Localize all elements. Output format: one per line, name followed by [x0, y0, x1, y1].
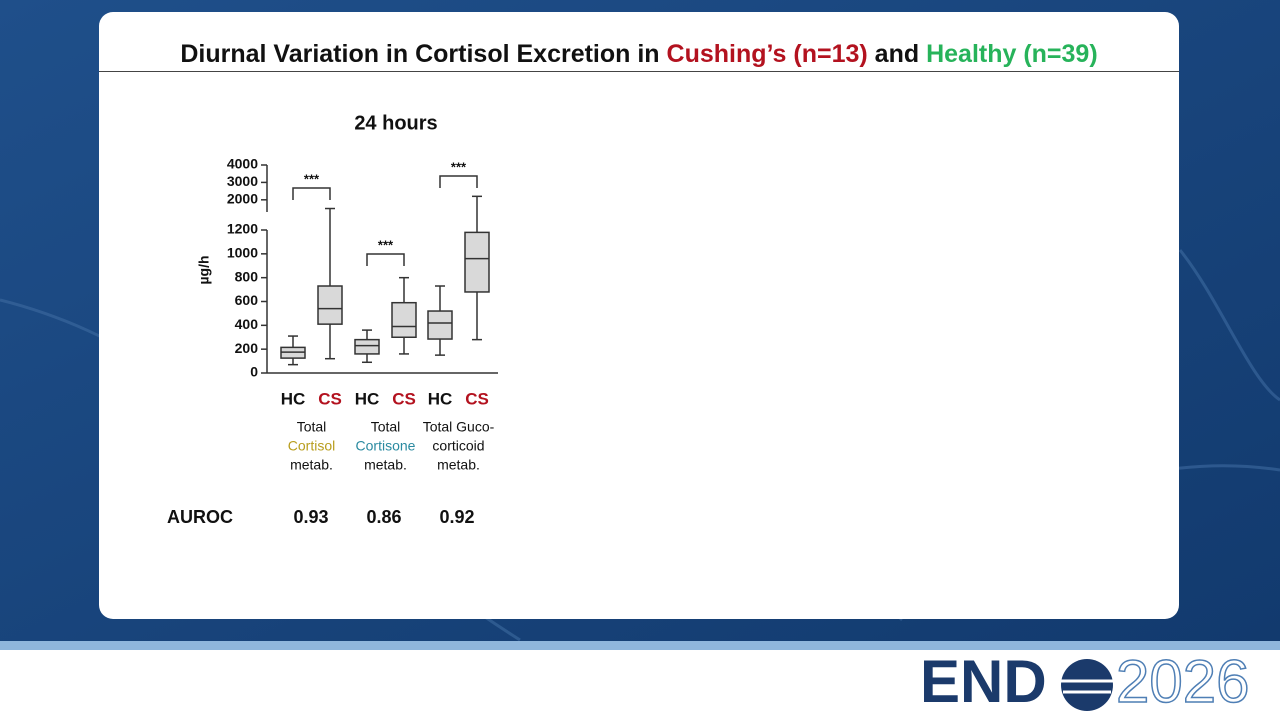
- category-label: CS: [392, 389, 416, 408]
- significance-label: ***: [378, 237, 394, 252]
- chart-title: 24 hours: [354, 112, 437, 134]
- significance-bracket: [292, 187, 331, 200]
- group-label: Total: [297, 419, 327, 435]
- group-label: Cortisol: [288, 438, 335, 454]
- category-label: HC: [428, 389, 453, 408]
- y-tick-label: 1200: [227, 221, 258, 237]
- y-tick-label: 3000: [227, 173, 258, 189]
- slide-card: Diurnal Variation in Cortisol Excretion …: [99, 12, 1179, 619]
- logo-globe: [1061, 659, 1113, 711]
- group-label: metab.: [290, 457, 333, 473]
- box: [427, 310, 453, 340]
- title-cushing: Cushing’s (n=13): [666, 40, 868, 68]
- box: [391, 301, 417, 339]
- box: [317, 285, 343, 325]
- y-tick-label: 200: [235, 340, 259, 356]
- group-label: metab.: [437, 457, 480, 473]
- group-label: Total: [371, 419, 401, 435]
- box: [354, 338, 380, 355]
- y-tick-label: 4000: [227, 156, 258, 172]
- title-rule: [99, 71, 1179, 72]
- category-label: CS: [465, 389, 489, 408]
- slide-title: Diurnal Variation in Cortisol Excretion …: [99, 40, 1179, 69]
- auroc-value: 0.93: [293, 507, 328, 527]
- y-tick-label: 600: [235, 292, 259, 308]
- auroc-label: AUROC: [167, 507, 233, 527]
- title-healthy: Healthy (n=39): [926, 40, 1098, 68]
- logo-globe-lines: [1061, 679, 1113, 694]
- auroc-value: 0.92: [439, 507, 474, 527]
- group-label: corticoid: [432, 438, 484, 454]
- significance-label: ***: [451, 159, 467, 174]
- title-text: Diurnal Variation in Cortisol Excretion …: [180, 40, 660, 68]
- group-label: metab.: [364, 457, 407, 473]
- y-tick-label: 1000: [227, 245, 258, 261]
- y-axis-label: µg/h: [196, 255, 212, 284]
- significance-bracket: [439, 175, 478, 188]
- group-label: Total Guco-: [423, 419, 495, 435]
- logo-word: END: [920, 648, 1047, 715]
- category-label: HC: [355, 389, 380, 408]
- auroc-value: 0.86: [366, 507, 401, 527]
- category-label: CS: [318, 389, 342, 408]
- title-text: and: [874, 40, 920, 68]
- significance-bracket: [366, 253, 405, 266]
- y-tick-label: 2000: [227, 191, 258, 207]
- significance-label: ***: [304, 171, 320, 186]
- y-tick-label: 800: [235, 268, 259, 284]
- box: [464, 231, 490, 293]
- y-tick-label: 0: [250, 364, 258, 380]
- logo-year: 2026: [1116, 648, 1249, 715]
- y-tick-label: 400: [235, 316, 259, 332]
- group-label: Cortisone: [356, 438, 416, 454]
- category-label: HC: [281, 389, 306, 408]
